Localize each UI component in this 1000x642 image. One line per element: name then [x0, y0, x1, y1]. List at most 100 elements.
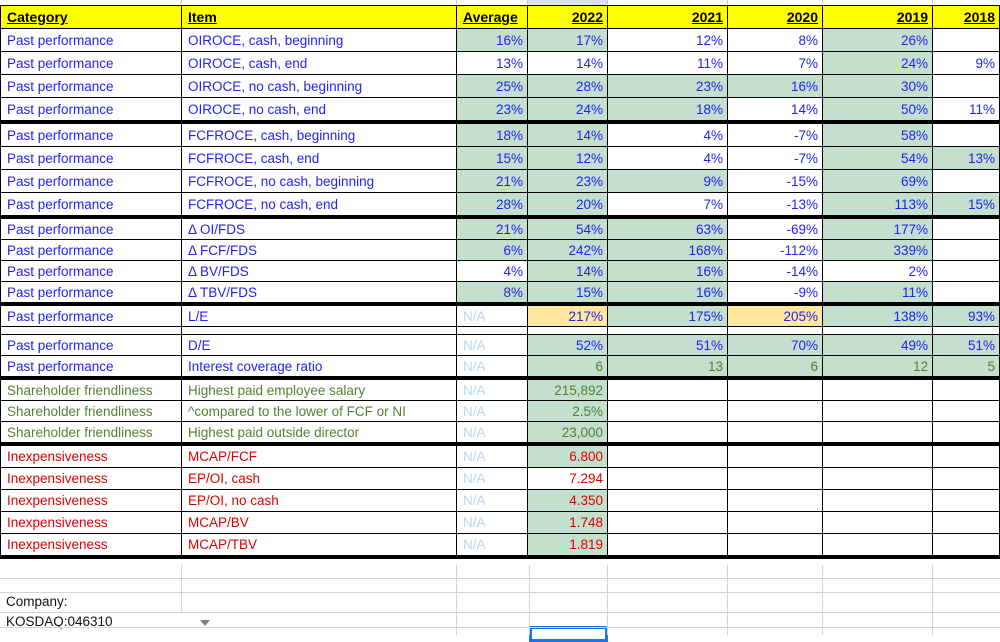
column-header-2022[interactable]: 2022 — [528, 5, 608, 29]
value-cell-2020[interactable]: 14% — [728, 98, 823, 121]
value-cell-2019[interactable]: 177% — [823, 219, 933, 240]
value-cell-2022[interactable]: 2.5% — [528, 401, 608, 422]
item-cell[interactable]: OIROCE, no cash, beginning — [182, 75, 457, 98]
category-cell[interactable]: Past performance — [0, 98, 182, 121]
value-cell-2019[interactable]: 113% — [823, 193, 933, 216]
value-cell-average[interactable]: 28% — [457, 193, 528, 216]
value-cell-2018[interactable] — [933, 446, 1000, 468]
value-cell-2018[interactable]: 5 — [933, 356, 1000, 377]
value-cell-2018[interactable] — [933, 124, 1000, 147]
category-cell[interactable]: Past performance — [0, 356, 182, 377]
item-cell[interactable]: FCFROCE, no cash, end — [182, 193, 457, 216]
value-cell-2018[interactable] — [933, 261, 1000, 282]
empty-cell[interactable] — [823, 327, 933, 335]
value-cell-2022[interactable]: 7.294 — [528, 468, 608, 490]
item-cell[interactable]: MCAP/TBV — [182, 534, 457, 556]
value-cell-2020[interactable] — [728, 468, 823, 490]
value-cell-2021[interactable]: 168% — [608, 240, 728, 261]
item-cell[interactable]: EP/OI, cash — [182, 468, 457, 490]
value-cell-2019[interactable]: 26% — [823, 29, 933, 52]
value-cell-2019[interactable]: 54% — [823, 147, 933, 170]
value-cell-2018[interactable]: 9% — [933, 52, 1000, 75]
value-cell-2019[interactable]: 12 — [823, 356, 933, 377]
empty-cell[interactable] — [457, 327, 528, 335]
category-cell[interactable]: Inexpensiveness — [0, 512, 182, 534]
category-cell[interactable]: Past performance — [0, 147, 182, 170]
value-cell-2021[interactable]: 175% — [608, 306, 728, 327]
item-cell[interactable]: Δ TBV/FDS — [182, 282, 457, 303]
value-cell-2020[interactable]: -9% — [728, 282, 823, 303]
value-cell-2020[interactable] — [728, 380, 823, 401]
value-cell-average[interactable]: 8% — [457, 282, 528, 303]
value-cell-2022[interactable]: 17% — [528, 29, 608, 52]
value-cell-average[interactable]: N/A — [457, 356, 528, 377]
value-cell-2021[interactable]: 11% — [608, 52, 728, 75]
value-cell-2018[interactable]: 11% — [933, 98, 1000, 121]
value-cell-2019[interactable]: 2% — [823, 261, 933, 282]
value-cell-2022[interactable]: 52% — [528, 335, 608, 356]
value-cell-2021[interactable]: 16% — [608, 282, 728, 303]
value-cell-average[interactable]: 23% — [457, 98, 528, 121]
value-cell-2020[interactable] — [728, 422, 823, 443]
column-header-category[interactable]: Category — [0, 5, 182, 29]
value-cell-2022[interactable]: 20% — [528, 193, 608, 216]
value-cell-average[interactable]: N/A — [457, 446, 528, 468]
category-cell[interactable]: Past performance — [0, 75, 182, 98]
value-cell-2021[interactable] — [608, 512, 728, 534]
category-cell[interactable]: Inexpensiveness — [0, 490, 182, 512]
item-cell[interactable]: OIROCE, no cash, end — [182, 98, 457, 121]
value-cell-2022[interactable]: 14% — [528, 261, 608, 282]
value-cell-2018[interactable] — [933, 401, 1000, 422]
value-cell-2020[interactable]: 70% — [728, 335, 823, 356]
value-cell-2018[interactable] — [933, 490, 1000, 512]
value-cell-2019[interactable] — [823, 380, 933, 401]
value-cell-2022[interactable]: 1.748 — [528, 512, 608, 534]
empty-cell[interactable] — [0, 327, 182, 335]
value-cell-2020[interactable]: 8% — [728, 29, 823, 52]
item-cell[interactable]: FCFROCE, no cash, beginning — [182, 170, 457, 193]
category-cell[interactable]: Past performance — [0, 282, 182, 303]
value-cell-2020[interactable] — [728, 401, 823, 422]
value-cell-average[interactable]: N/A — [457, 380, 528, 401]
category-cell[interactable]: Past performance — [0, 193, 182, 216]
value-cell-2022[interactable]: 23,000 — [528, 422, 608, 443]
value-cell-2020[interactable]: 205% — [728, 306, 823, 327]
column-header-item[interactable]: Item — [182, 5, 457, 29]
value-cell-2019[interactable]: 24% — [823, 52, 933, 75]
value-cell-average[interactable]: 16% — [457, 29, 528, 52]
value-cell-2022[interactable]: 24% — [528, 98, 608, 121]
company-dropdown[interactable]: KOSDAQ:046310 — [6, 614, 113, 629]
value-cell-2019[interactable]: 30% — [823, 75, 933, 98]
item-cell[interactable]: Δ FCF/FDS — [182, 240, 457, 261]
value-cell-2022[interactable]: 215,892 — [528, 380, 608, 401]
value-cell-2019[interactable] — [823, 490, 933, 512]
value-cell-2019[interactable] — [823, 534, 933, 556]
value-cell-2018[interactable] — [933, 282, 1000, 303]
item-cell[interactable]: FCFROCE, cash, end — [182, 147, 457, 170]
value-cell-2021[interactable] — [608, 401, 728, 422]
value-cell-2022[interactable]: 4.350 — [528, 490, 608, 512]
empty-cell[interactable] — [528, 327, 608, 335]
value-cell-2021[interactable]: 7% — [608, 193, 728, 216]
value-cell-2019[interactable]: 49% — [823, 335, 933, 356]
value-cell-2019[interactable]: 138% — [823, 306, 933, 327]
value-cell-2019[interactable]: 58% — [823, 124, 933, 147]
item-cell[interactable]: FCFROCE, cash, beginning — [182, 124, 457, 147]
item-cell[interactable]: EP/OI, no cash — [182, 490, 457, 512]
value-cell-2020[interactable]: 7% — [728, 52, 823, 75]
value-cell-2021[interactable]: 51% — [608, 335, 728, 356]
value-cell-average[interactable]: N/A — [457, 534, 528, 556]
value-cell-2020[interactable]: -7% — [728, 124, 823, 147]
value-cell-2022[interactable]: 6 — [528, 356, 608, 377]
value-cell-2021[interactable]: 9% — [608, 170, 728, 193]
value-cell-2019[interactable]: 11% — [823, 282, 933, 303]
value-cell-2020[interactable] — [728, 446, 823, 468]
item-cell[interactable]: OIROCE, cash, end — [182, 52, 457, 75]
value-cell-2020[interactable] — [728, 512, 823, 534]
value-cell-2021[interactable] — [608, 422, 728, 443]
value-cell-2021[interactable]: 63% — [608, 219, 728, 240]
value-cell-2021[interactable]: 23% — [608, 75, 728, 98]
item-cell[interactable]: Highest paid employee salary — [182, 380, 457, 401]
value-cell-average[interactable]: 15% — [457, 147, 528, 170]
value-cell-2018[interactable] — [933, 170, 1000, 193]
